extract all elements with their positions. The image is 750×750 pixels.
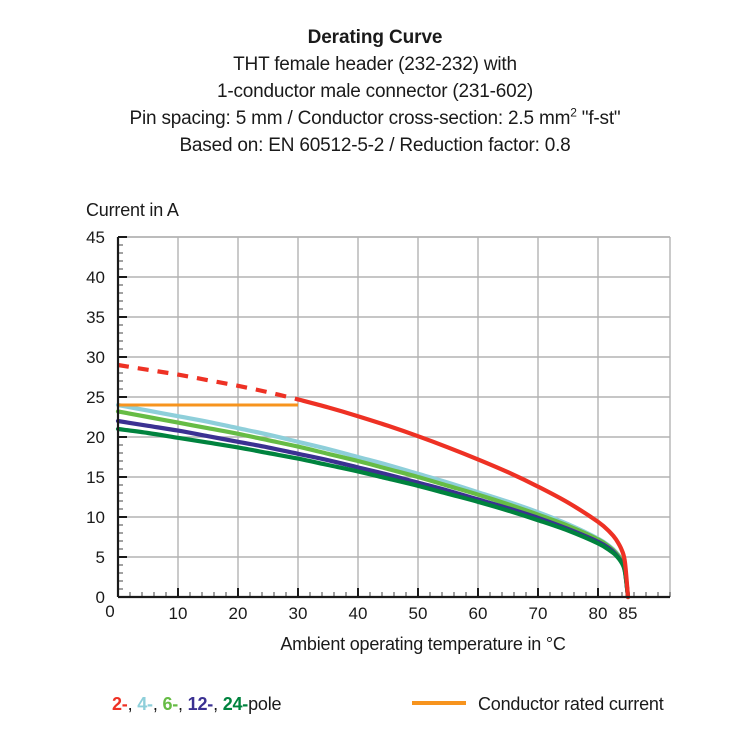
y-tick-label: 20 xyxy=(86,428,105,447)
derating-chart: 0 5 10 15 20 25 30 35 40 45 0 10 20 30 40 50 60 70 80 85 xyxy=(86,228,671,623)
title-line-4: Pin spacing: 5 mm / Conductor cross-sect… xyxy=(0,105,750,132)
x-axis-title: Ambient operating temperature in °C xyxy=(280,634,566,654)
grid-lines xyxy=(118,236,671,597)
series-line-24-pole xyxy=(115,426,631,600)
legend-pole-2: 2- xyxy=(112,694,128,714)
legend-separator: , xyxy=(152,694,163,714)
y-tick-label: 15 xyxy=(86,468,105,487)
series-line-2-pole xyxy=(295,397,631,600)
y-tick-label: 40 xyxy=(86,268,105,287)
x-tick-label: 20 xyxy=(229,604,248,623)
x-tick-label: 50 xyxy=(409,604,428,623)
y-axis-title: Current in A xyxy=(86,200,179,220)
x-tick-label: 70 xyxy=(529,604,548,623)
x-tick-label: 60 xyxy=(469,604,488,623)
series-line-2-pole xyxy=(117,362,299,402)
title-line-4-pre: Pin spacing: 5 mm / Conductor cross-sect… xyxy=(129,108,571,129)
x-tick-label: 0 xyxy=(105,602,114,621)
y-tick-label: 5 xyxy=(96,548,105,567)
y-tick-label: 30 xyxy=(86,348,105,367)
legend-rated-current: Conductor rated current xyxy=(412,694,664,715)
legend-poles-suffix: pole xyxy=(248,694,282,714)
legend-separator: , xyxy=(178,694,188,714)
x-tick-label: 30 xyxy=(289,604,308,623)
y-tick-label: 25 xyxy=(86,388,105,407)
axis-lines xyxy=(116,237,670,599)
legend-line-swatch xyxy=(412,701,466,705)
legend-pole-6: 6- xyxy=(162,694,179,714)
major-ticks xyxy=(117,236,629,598)
title-line-2: THT female header (232-232) with xyxy=(233,54,517,75)
x-tick-label: 85 xyxy=(619,604,638,623)
series-line-12-pole xyxy=(115,418,631,600)
y-tick-label: 10 xyxy=(86,508,105,527)
x-tick-label: 40 xyxy=(349,604,368,623)
legend-pole-24: 24- xyxy=(222,694,249,714)
title-line-3: 1-conductor male connector (231-602) xyxy=(217,81,533,102)
title-line-4-post: "f-st" xyxy=(576,108,621,129)
series-lines xyxy=(115,362,631,600)
legend-poles: 2-, 4-, 6-, 12-, 24-pole xyxy=(112,694,282,715)
legend-pole-4: 4- xyxy=(137,694,153,714)
legend-separator: , xyxy=(127,694,138,714)
page-title: Derating Curve xyxy=(307,27,443,48)
chart-title-block: Derating Curve THT female header (232-23… xyxy=(0,24,750,159)
legend-separator: , xyxy=(213,694,223,714)
title-line-4-sup: 2 xyxy=(570,105,577,120)
title-line-5: Based on: EN 60512-5-2 / Reduction facto… xyxy=(179,135,571,156)
legend-pole-12: 12- xyxy=(187,694,214,714)
y-tick-label: 35 xyxy=(86,308,105,327)
tick-labels: 0 5 10 15 20 25 30 35 40 45 0 10 20 30 40 50 60 70 80 85 xyxy=(86,228,637,623)
y-tick-label: 0 xyxy=(96,588,105,607)
x-tick-label: 80 xyxy=(589,604,608,623)
chart-legend: 2-, 4-, 6-, 12-, 24-pole Conductor rated… xyxy=(0,694,750,728)
legend-rated-label: Conductor rated current xyxy=(478,694,664,714)
minor-ticks xyxy=(117,236,671,598)
y-tick-label: 45 xyxy=(86,228,105,247)
x-tick-label: 10 xyxy=(169,604,188,623)
